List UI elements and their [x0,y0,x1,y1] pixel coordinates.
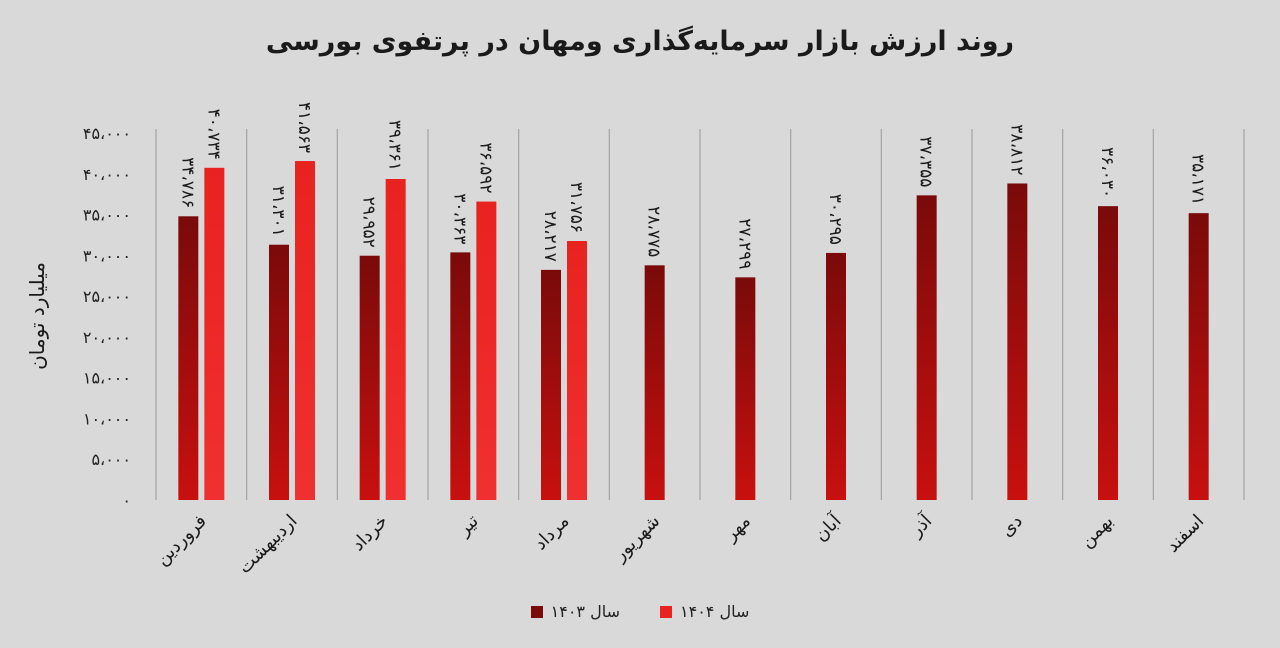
x-tick-label: آبان [809,509,846,546]
bar-1404-5 [567,241,587,500]
y-axis-label: میلیارد تومان [25,262,49,370]
x-tick-label: دی [996,511,1026,541]
bar-1403-7 [735,277,756,500]
data-label: ۳۷،۳۵۵ [916,136,936,187]
x-tick-label: بهمن [1076,511,1117,552]
y-tick-label: ۱۰،۰۰۰ [83,409,131,428]
bar-1403-9 [916,195,937,500]
bar-1403-5 [541,269,561,500]
y-tick-label: ۵،۰۰۰ [91,450,131,469]
legend: سال ۱۴۰۳ سال ۱۴۰۴ [0,602,1280,621]
bar-1403-8 [826,252,846,500]
y-tick-label: ۴۰،۰۰۰ [83,165,131,184]
data-label: ۲۷،۲۹۹ [734,218,754,269]
data-label: ۳۰،۲۹۵ [825,194,845,245]
data-label: ۳۶،۰۳۰ [1097,147,1117,198]
legend-label-1403: سال ۱۴۰۳ [550,602,620,621]
data-label: ۳۵،۱۷۱ [1188,154,1208,205]
data-label: ۳۱،۷۵۶ [566,182,586,233]
y-tick-label: ۲۵،۰۰۰ [83,287,131,306]
data-label: ۲۹،۹۵۲ [359,197,379,248]
legend-swatch-1403 [530,605,543,618]
x-tick-label: فروردین [152,511,211,570]
bar-1403-2 [269,244,289,500]
data-label: ۳۹،۳۶۱ [385,120,405,171]
x-tick-label: آذر [904,509,937,542]
data-label: ۴۰،۷۳۴ [203,109,223,160]
y-tick-label: ۱۵،۰۰۰ [83,369,131,388]
y-tick-label: ۴۵،۰۰۰ [83,124,131,143]
y-tick-label: ۰ [122,491,131,510]
data-label: ۲۸،۲۱۷ [540,211,560,262]
legend-item-1404: سال ۱۴۰۴ [660,602,749,621]
x-tick-label: تیر [453,511,483,541]
bar-1404-4 [476,201,497,501]
data-label: ۲۸،۷۷۵ [644,206,664,257]
bar-1404-2 [295,161,315,500]
bar-1403-10 [1007,183,1028,500]
data-label: ۳۰،۳۶۳ [449,193,469,244]
bar-1404-3 [385,178,406,500]
bar-1403-11 [1098,206,1118,500]
y-tick-label: ۳۵،۰۰۰ [83,206,131,225]
bar-1403-1 [178,216,199,500]
y-tick-label: ۲۰،۰۰۰ [83,328,131,347]
data-label: ۴۱،۵۶۳ [294,102,314,153]
bar-1403-3 [359,255,380,500]
y-tick-label: ۳۰،۰۰۰ [83,246,131,265]
x-tick-label: مهر [720,511,755,546]
x-tick-label: شهریور [609,511,664,566]
data-label: ۳۱،۳۰۱ [268,186,288,237]
x-tick-label: مرداد [530,511,574,555]
data-label: ۳۶،۵۹۲ [475,142,495,193]
legend-label-1404: سال ۱۴۰۴ [680,602,750,621]
bar-1403-4 [450,252,471,500]
legend-swatch-1404 [660,605,672,618]
data-label: ۳۸،۸۱۲ [1006,124,1026,175]
x-tick-label: اسفند [1162,511,1208,557]
x-tick-label: اردیبهشت [234,511,301,578]
chart-title: روند ارزش بازار سرمایه‌گذاری ومهان در پر… [265,26,1015,57]
legend-item-1403: سال ۱۴۰۳ [530,602,620,621]
bar-1404-1 [204,167,225,500]
bar-1403-6 [644,265,665,500]
x-tick-label: خرداد [348,511,393,556]
bar-1403-12 [1188,213,1209,500]
data-label: ۳۴،۷۸۶ [177,157,197,208]
